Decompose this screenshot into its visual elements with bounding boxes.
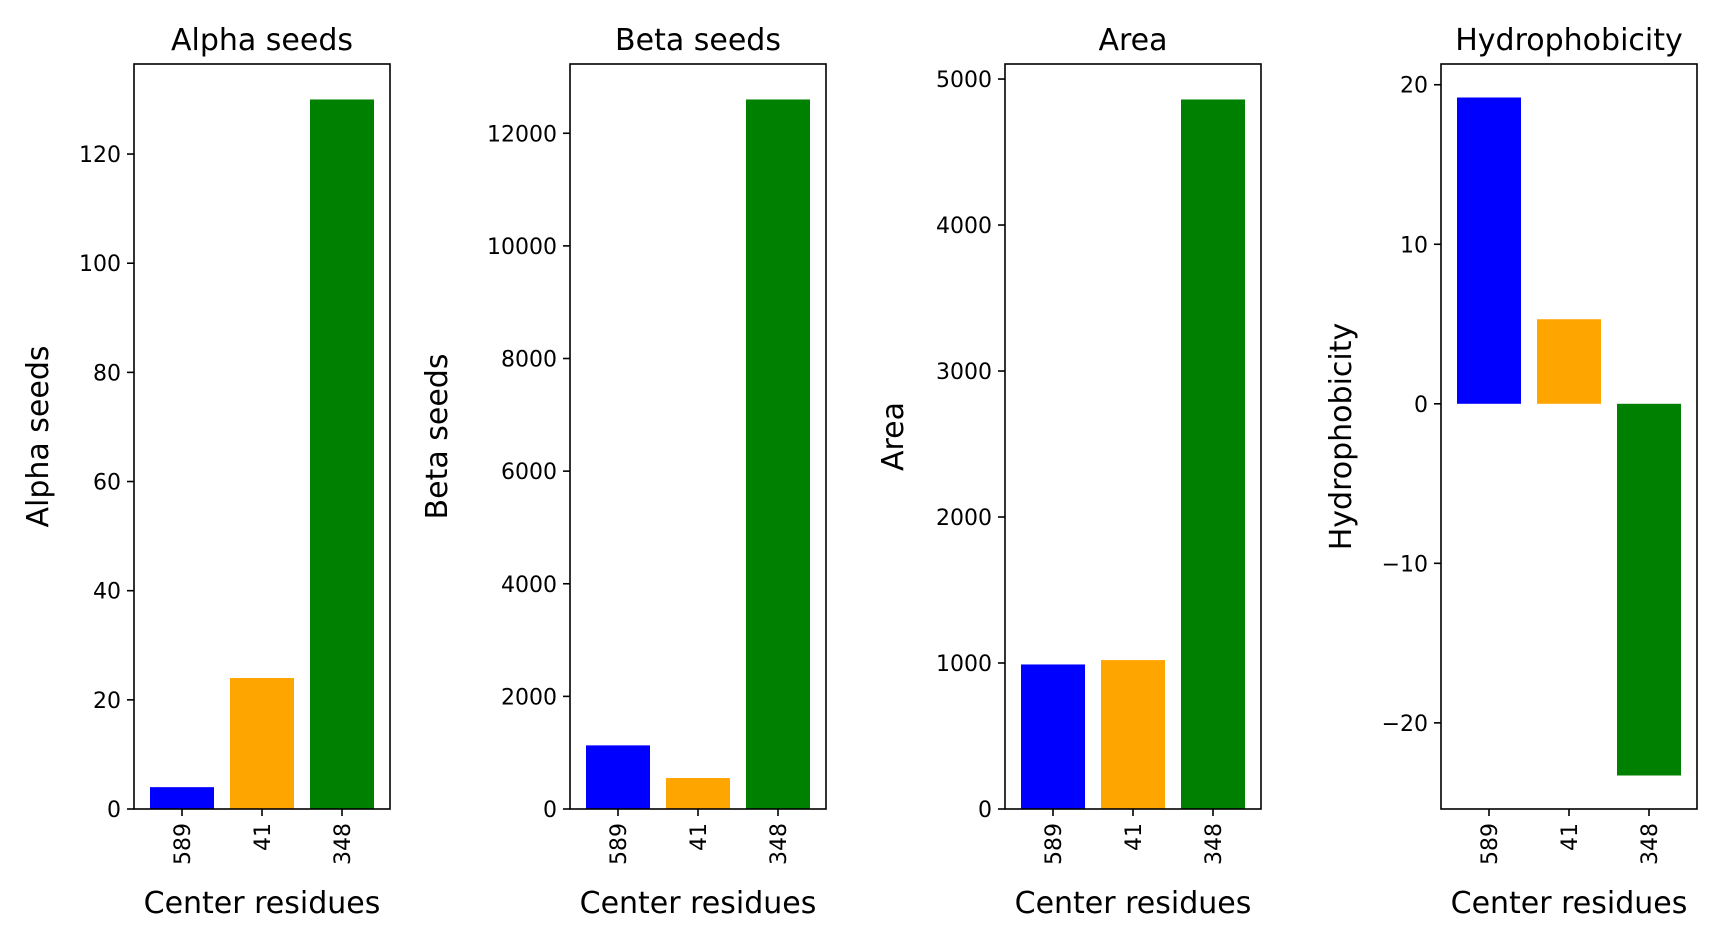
y-tick-label: 0 <box>978 798 992 823</box>
y-tick-label: 1000 <box>936 652 992 677</box>
y-tick-label: −20 <box>1382 712 1428 737</box>
x-tick-label: 348 <box>331 823 356 865</box>
y-tick-label: 6000 <box>501 460 557 485</box>
bar-348 <box>310 99 374 809</box>
bar-589 <box>1457 97 1521 404</box>
x-tick-label: 589 <box>607 823 632 865</box>
y-tick-label: 4000 <box>501 573 557 598</box>
y-axis-label: Area <box>876 402 911 471</box>
y-tick-label: 0 <box>1414 393 1428 418</box>
y-tick-label: 120 <box>79 143 121 168</box>
bar-41 <box>230 678 294 809</box>
subplot-2: 0 2000 4000 6000 8000 10000 12000 589 41 348 Beta … <box>420 23 827 921</box>
bar-589 <box>150 787 214 809</box>
x-tick-label: 41 <box>687 823 712 851</box>
bar-41 <box>666 778 730 809</box>
y-tick-label: −10 <box>1382 552 1428 577</box>
x-tick-label: 589 <box>1042 823 1067 865</box>
x-tick-label: 348 <box>767 823 792 865</box>
y-tick-label: 100 <box>79 252 121 277</box>
x-tick-label: 41 <box>1122 823 1147 851</box>
y-tick-label: 0 <box>543 798 557 823</box>
y-tick-label: 10 <box>1400 233 1428 258</box>
x-tick-label: 348 <box>1638 823 1663 865</box>
y-tick-label: 40 <box>93 580 121 605</box>
subplot-3: 0 1000 2000 3000 4000 5000 589 41 348 Area Center … <box>876 23 1262 921</box>
y-tick-label: 80 <box>93 361 121 386</box>
y-tick-label: 20 <box>1400 74 1428 99</box>
bar-589 <box>1021 664 1085 809</box>
x-tick-label: 41 <box>1558 823 1583 851</box>
chart-title: Beta seeds <box>615 23 781 58</box>
x-axis-label: Center residues <box>144 886 381 921</box>
x-axis-label: Center residues <box>1451 886 1688 921</box>
y-tick-label: 60 <box>93 471 121 496</box>
x-axis-label: Center residues <box>1015 886 1252 921</box>
bar-348 <box>746 99 810 809</box>
bar-348 <box>1181 99 1245 809</box>
chart-title: Alpha seeds <box>171 23 353 58</box>
y-tick-label: 10000 <box>487 235 557 260</box>
x-tick-label: 41 <box>251 823 276 851</box>
chart-title: Area <box>1098 23 1167 58</box>
y-tick-label: 0 <box>107 798 121 823</box>
y-tick-label: 4000 <box>936 214 992 239</box>
y-tick-label: 2000 <box>936 506 992 531</box>
bar-589 <box>586 745 650 809</box>
x-tick-label: 589 <box>171 823 196 865</box>
y-tick-label: 8000 <box>501 348 557 373</box>
y-tick-label: 2000 <box>501 685 557 710</box>
y-tick-label: 5000 <box>936 68 992 93</box>
y-tick-label: 3000 <box>936 360 992 385</box>
y-axis-label: Beta seeds <box>420 354 455 520</box>
chart-title: Hydrophobicity <box>1455 23 1683 58</box>
subplot-1: 0 20 40 60 80 100 120 589 41 348 Alpha seeds Center… <box>21 23 391 921</box>
y-axis-label: Alpha seeds <box>21 345 56 527</box>
y-tick-label: 20 <box>93 689 121 714</box>
y-tick-label: 12000 <box>487 122 557 147</box>
bar-41 <box>1101 660 1165 809</box>
bar-41 <box>1537 319 1601 404</box>
bar-348 <box>1617 403 1681 776</box>
subplot-4: −20 −10 0 10 20 589 41 348 Hydrophobicity Center … <box>1324 23 1698 921</box>
x-axis-label: Center residues <box>580 886 817 921</box>
x-tick-label: 589 <box>1478 823 1503 865</box>
y-axis-label: Hydrophobicity <box>1324 323 1359 551</box>
x-tick-label: 348 <box>1202 823 1227 865</box>
